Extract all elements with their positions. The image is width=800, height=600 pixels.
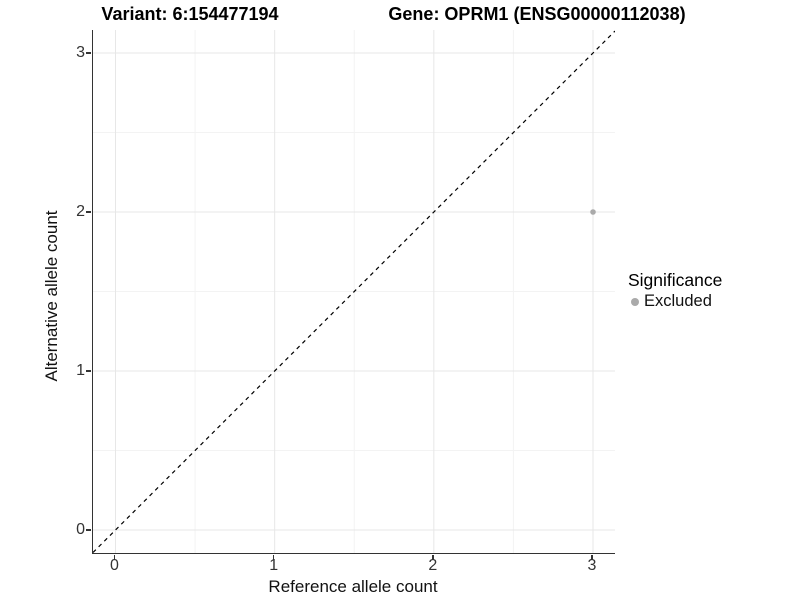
x-tick-mark: [113, 554, 116, 560]
y-tick-label: 1: [76, 362, 85, 379]
plot-title-variant: Variant: 6:154477194: [101, 4, 279, 24]
y-tick-label: 0: [76, 521, 85, 538]
legend-title: Significance: [628, 270, 723, 290]
x-tick-mark: [591, 554, 593, 560]
legend: Significance Excluded: [628, 271, 722, 311]
y-tick-label: 3: [76, 44, 85, 61]
legend-entries: Excluded: [628, 292, 722, 311]
x-tick-label: 2: [428, 557, 438, 574]
y-tick-mark: [86, 52, 91, 54]
x-tick-label: 0: [110, 557, 119, 574]
y-tick-mark: [86, 370, 91, 372]
y-tick-mark: [86, 529, 91, 531]
y-tick-label: 2: [76, 203, 85, 220]
y-axis-title: Alternative allele count: [42, 210, 61, 382]
legend-entry-label: Excluded: [644, 292, 712, 310]
plot-title-gene: Gene: OPRM1 (ENSG00000112038): [388, 4, 686, 24]
x-tick-mark: [432, 554, 434, 560]
x-axis-title: Reference allele count: [268, 577, 438, 596]
x-tick-label: 1: [269, 557, 279, 574]
identity-dashed-line: [93, 30, 615, 553]
x-tick-mark: [272, 554, 275, 560]
legend-entry: Excluded: [628, 292, 722, 311]
plot-panel: [92, 30, 615, 554]
panel-canvas: [93, 30, 615, 553]
data-point: [590, 209, 596, 215]
y-tick-mark: [86, 211, 91, 213]
legend-key-dot-icon: [631, 297, 639, 306]
x-tick-label: 3: [587, 557, 597, 574]
